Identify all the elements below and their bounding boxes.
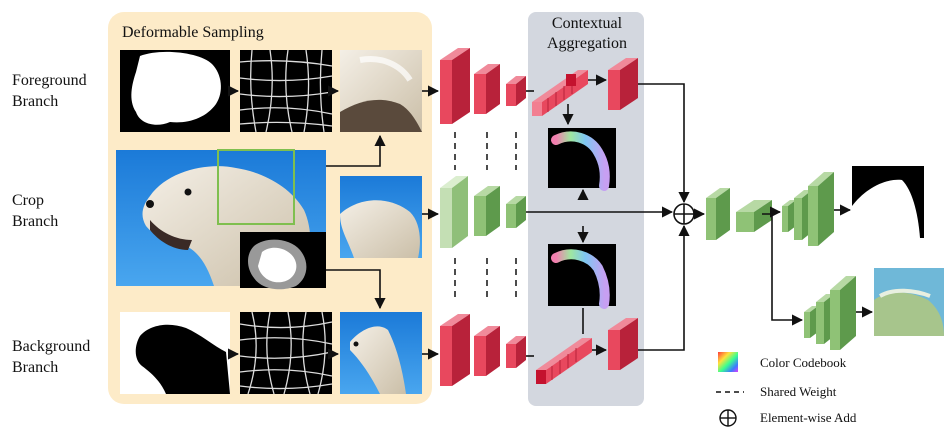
crop-mask-image	[240, 232, 326, 290]
crop-encoder	[440, 176, 526, 248]
background-deformation-grid	[239, 311, 333, 395]
legend-shared-weight-label: Shared Weight	[760, 384, 837, 399]
legend-element-wise-add-label: Element-wise Add	[760, 410, 857, 425]
shared-weight-lines	[454, 132, 517, 302]
crop-sampled-image	[340, 176, 422, 258]
color-decoder	[804, 276, 856, 350]
alpha-matte-output	[852, 166, 924, 238]
alpha-decoder	[782, 172, 834, 246]
crop-branch-label: Crop Branch	[12, 192, 59, 230]
background-encoder	[440, 314, 526, 386]
legend-color-codebook-swatch	[718, 352, 738, 372]
foreground-deformation-grid	[239, 49, 333, 133]
legend-add-symbol	[719, 409, 737, 427]
background-branch-label: Background Branch	[12, 338, 91, 376]
foreground-context-block	[608, 58, 638, 110]
deformable-sampling-title: Deformable Sampling	[122, 24, 264, 41]
background-context-block	[608, 318, 638, 370]
foreground-token-stack	[532, 70, 588, 116]
contextual-aggregation-title: Contextual Aggregation	[547, 15, 627, 52]
legend-color-codebook-label: Color Codebook	[760, 355, 847, 370]
background-sampled-image	[340, 312, 422, 394]
foreground-attention-map	[548, 128, 616, 191]
foreground-mask-image	[120, 50, 230, 132]
foreground-branch-label: Foreground Branch	[12, 72, 87, 110]
foreground-encoder	[440, 48, 526, 124]
background-token-stack	[536, 338, 592, 384]
foreground-sampled-image	[340, 50, 422, 132]
background-attention-map	[548, 244, 616, 309]
element-wise-add-node	[673, 203, 695, 225]
contextual-aggregation-panel	[528, 12, 644, 406]
shared-decoder	[706, 188, 772, 240]
foreground-color-output	[874, 268, 944, 336]
background-mask-image	[120, 312, 230, 394]
connections	[227, 74, 874, 360]
